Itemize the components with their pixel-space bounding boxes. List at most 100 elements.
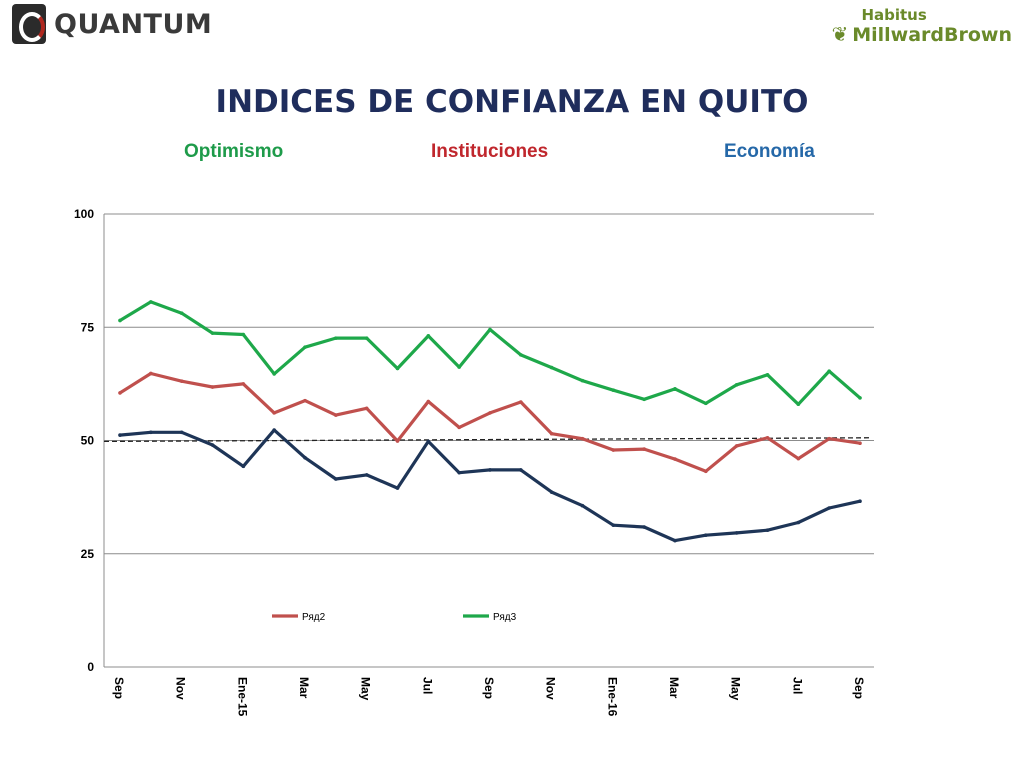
x-tick-label: Sep	[852, 677, 866, 699]
millward-brown-logo: Habitus ❦ MillwardBrown	[831, 6, 1012, 47]
data-point	[272, 372, 276, 376]
data-point	[858, 441, 862, 446]
data-point	[457, 470, 461, 475]
data-point	[210, 331, 215, 335]
data-point	[272, 411, 276, 415]
data-point	[334, 413, 338, 417]
data-point	[426, 399, 431, 404]
data-point	[704, 401, 708, 406]
data-point	[303, 398, 307, 403]
y-tick-label: 100	[74, 207, 94, 221]
data-point	[149, 430, 153, 435]
x-tick-label: Ene-16	[605, 677, 619, 717]
data-point	[673, 538, 677, 543]
data-point	[611, 523, 616, 528]
data-point	[704, 469, 708, 474]
data-point	[827, 436, 831, 441]
y-tick-label: 0	[87, 660, 94, 674]
data-point	[519, 400, 523, 404]
data-point	[611, 448, 616, 452]
data-point	[642, 397, 646, 402]
data-point	[765, 435, 770, 440]
data-point	[364, 336, 369, 340]
data-point	[611, 388, 616, 393]
data-point	[549, 431, 554, 436]
data-point	[580, 378, 585, 383]
data-point	[210, 385, 215, 389]
data-point	[827, 506, 831, 510]
data-point	[241, 464, 246, 469]
data-point	[488, 327, 492, 332]
data-point	[118, 318, 122, 323]
data-point	[334, 477, 338, 481]
data-point	[395, 439, 400, 443]
data-point	[765, 528, 770, 532]
subtitle-instituciones: Instituciones	[431, 141, 549, 162]
data-point	[858, 499, 862, 504]
x-tick-label: Nov	[174, 677, 188, 700]
data-point	[303, 455, 307, 460]
data-point	[580, 436, 585, 441]
data-point	[734, 382, 739, 387]
data-point	[118, 433, 122, 437]
series-line-1	[118, 428, 862, 543]
data-point	[241, 332, 246, 337]
data-point	[488, 468, 492, 472]
data-point	[364, 473, 369, 477]
x-tick-label: Mar	[297, 677, 311, 699]
data-point	[704, 533, 708, 537]
heart-icon: ❦	[831, 24, 849, 46]
data-point	[149, 371, 153, 376]
data-point	[858, 396, 862, 400]
data-point	[334, 336, 338, 340]
data-point	[179, 311, 184, 316]
y-tick-label: 50	[81, 434, 95, 448]
subtitle-optimismo: Optimismo	[184, 141, 284, 162]
data-point	[303, 345, 307, 349]
x-tick-label: Ene-15	[235, 677, 249, 717]
data-point	[118, 391, 122, 395]
x-tick-label: Jul	[790, 677, 804, 694]
x-tick-label: May	[359, 677, 373, 701]
subtitle-economia: Economía	[724, 141, 815, 162]
data-point	[395, 366, 400, 371]
data-point	[519, 468, 523, 472]
data-point	[364, 406, 369, 411]
chart-title: INDICES DE CONFIANZA EN QUITO	[215, 84, 809, 120]
data-point	[580, 503, 585, 508]
habitus-text: Habitus	[861, 6, 927, 24]
data-point	[734, 444, 739, 448]
data-point	[549, 365, 554, 370]
data-point	[488, 411, 492, 415]
y-tick-label: 75	[81, 320, 95, 334]
data-point	[210, 443, 215, 447]
data-point	[426, 334, 431, 338]
data-point	[673, 387, 677, 391]
millward-brown-text: MillwardBrown	[852, 23, 1012, 46]
data-point	[149, 300, 153, 304]
data-point	[179, 379, 184, 383]
x-tick-label: Sep	[112, 677, 126, 699]
data-point	[796, 520, 801, 525]
data-point	[827, 369, 831, 373]
quantum-mark-icon	[12, 4, 46, 44]
quantum-logo-text: QUANTUM	[54, 8, 213, 40]
legend-label: Ряд3	[493, 612, 517, 623]
data-point	[426, 439, 431, 444]
data-point	[673, 457, 677, 461]
legend-label: Ряд2	[302, 612, 326, 623]
data-point	[549, 490, 554, 494]
series-line-3	[118, 300, 862, 406]
y-tick-label: 25	[81, 547, 95, 561]
data-point	[179, 430, 184, 435]
x-tick-label: May	[729, 677, 743, 701]
x-tick-label: Mar	[667, 677, 681, 699]
x-tick-label: Nov	[544, 677, 558, 700]
data-point	[796, 402, 801, 407]
data-point	[642, 525, 646, 529]
data-point	[272, 428, 276, 432]
data-point	[765, 373, 770, 377]
data-point	[241, 382, 246, 386]
x-tick-label: Jul	[420, 677, 434, 694]
